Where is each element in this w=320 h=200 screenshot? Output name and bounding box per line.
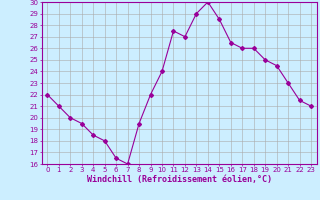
- X-axis label: Windchill (Refroidissement éolien,°C): Windchill (Refroidissement éolien,°C): [87, 175, 272, 184]
